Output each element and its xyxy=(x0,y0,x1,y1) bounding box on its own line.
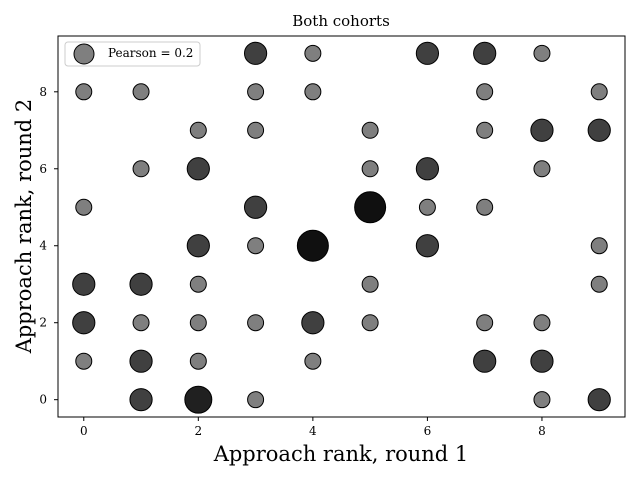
scatter-point xyxy=(590,237,608,255)
scatter-point xyxy=(247,314,265,332)
scatter-point xyxy=(132,83,150,101)
scatter-point xyxy=(247,83,265,101)
scatter-point xyxy=(129,272,153,296)
scatter-point xyxy=(129,388,153,412)
scatter-point xyxy=(186,157,210,181)
x-tick-label: 6 xyxy=(424,424,432,438)
scatter-point xyxy=(415,234,440,258)
scatter-point xyxy=(186,234,210,258)
x-tick-label: 8 xyxy=(538,424,546,438)
scatter-point xyxy=(415,157,440,181)
scatter-point xyxy=(189,275,207,293)
scatter-point xyxy=(72,311,96,335)
y-axis-label: Approach rank, round 2 xyxy=(12,99,36,355)
scatter-point xyxy=(587,388,611,412)
scatter-point xyxy=(129,349,153,373)
scatter-point xyxy=(75,198,93,216)
scatter-point xyxy=(247,237,265,255)
x-tick-label: 2 xyxy=(194,424,202,438)
scatter-point xyxy=(473,349,497,373)
y-tick-label: 0 xyxy=(39,393,47,407)
scatter-point xyxy=(354,191,387,224)
scatter-point xyxy=(533,44,551,62)
scatter-point xyxy=(590,275,608,293)
scatter-point xyxy=(189,121,207,139)
scatter-point xyxy=(590,83,608,101)
scatter-point xyxy=(304,352,322,370)
x-axis-label: Approach rank, round 1 xyxy=(213,442,469,466)
scatter-point xyxy=(361,314,379,332)
scatter-point xyxy=(75,83,93,101)
x-tick-label: 4 xyxy=(309,424,317,438)
scatter-point xyxy=(533,314,551,332)
legend-label: Pearson = 0.2 xyxy=(108,46,193,60)
legend-box xyxy=(64,41,201,67)
legend-marker xyxy=(73,43,95,65)
x-tick-label: 0 xyxy=(80,424,88,438)
scatter-point xyxy=(476,83,494,101)
y-tick-label: 8 xyxy=(39,85,47,99)
scatter-point xyxy=(533,160,551,178)
scatter-point xyxy=(476,198,494,216)
scatter-point xyxy=(189,352,207,370)
scatter-point xyxy=(296,229,329,262)
scatter-point xyxy=(243,41,268,65)
y-tick-label: 4 xyxy=(39,239,47,253)
ticks-layer: 0 2 4 6 8 0 2 4 6 8 xyxy=(39,85,545,438)
chart-title: Both cohorts xyxy=(292,12,390,30)
scatter-point xyxy=(587,118,611,142)
scatter-point xyxy=(418,198,436,216)
scatter-point xyxy=(243,195,268,219)
scatter-point xyxy=(247,121,265,139)
scatter-point xyxy=(304,44,322,62)
scatter-point xyxy=(304,83,322,101)
scatter-point xyxy=(189,314,207,332)
y-tick-label: 2 xyxy=(39,316,47,330)
scatter-point xyxy=(72,272,96,296)
scatter-point xyxy=(530,118,554,142)
y-tick-label: 6 xyxy=(39,162,47,176)
scatter-point xyxy=(361,121,379,139)
scatter-point xyxy=(533,391,551,409)
scatter-point xyxy=(184,385,213,414)
points-layer xyxy=(72,41,611,414)
scatter-point xyxy=(361,160,379,178)
plot-frame xyxy=(57,35,626,418)
scatter-point xyxy=(361,275,379,293)
scatter-point xyxy=(530,349,554,373)
scatter-point xyxy=(132,314,150,332)
scatter-point xyxy=(476,121,494,139)
scatter-point xyxy=(473,41,497,65)
scatter-point xyxy=(75,352,93,370)
scatter-point xyxy=(476,314,494,332)
scatter-point xyxy=(415,41,440,65)
scatter-point xyxy=(132,160,150,178)
legend: Pearson = 0.2 xyxy=(64,41,201,67)
scatter-point xyxy=(247,391,265,409)
scatter-point xyxy=(301,311,325,335)
